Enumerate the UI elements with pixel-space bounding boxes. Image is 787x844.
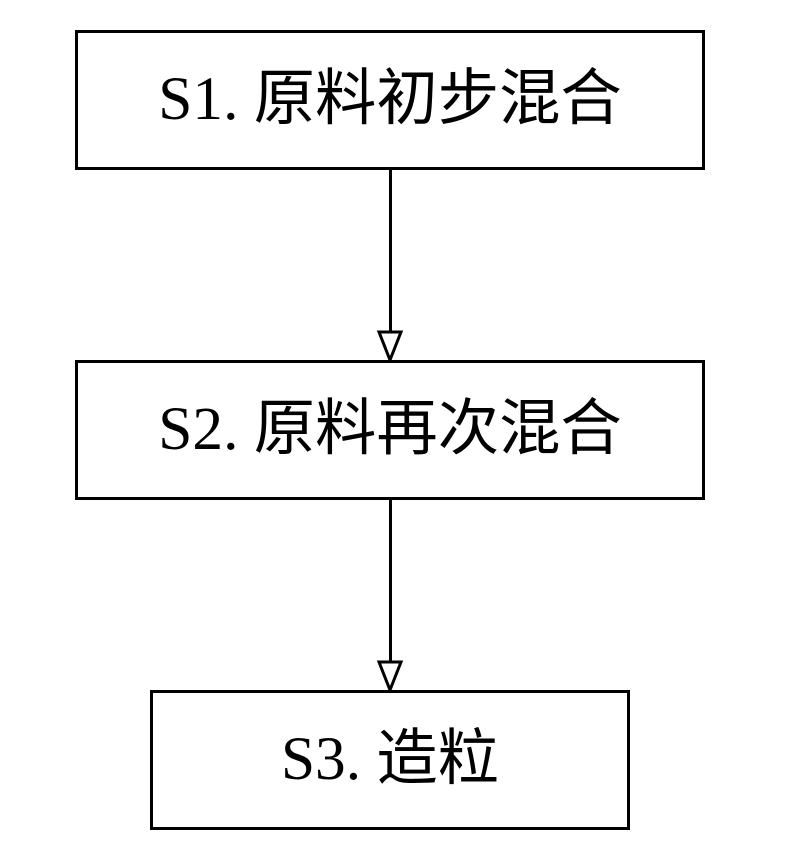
flow-arrow-2-line bbox=[389, 500, 392, 662]
flow-node-s3: S3. 造粒 bbox=[150, 690, 630, 830]
flow-arrow-1-head bbox=[379, 332, 401, 360]
flowchart-canvas: S1. 原料初步混合 S2. 原料再次混合 S3. 造粒 bbox=[0, 0, 787, 844]
flow-node-s1: S1. 原料初步混合 bbox=[75, 30, 705, 170]
flow-node-s2-label: S2. 原料再次混合 bbox=[158, 399, 621, 460]
flow-node-s3-label: S3. 造粒 bbox=[281, 729, 499, 790]
flow-node-s2: S2. 原料再次混合 bbox=[75, 360, 705, 500]
flow-node-s1-label: S1. 原料初步混合 bbox=[158, 69, 621, 130]
flow-arrow-2-head bbox=[379, 662, 401, 690]
flow-arrow-1-line bbox=[389, 170, 392, 332]
